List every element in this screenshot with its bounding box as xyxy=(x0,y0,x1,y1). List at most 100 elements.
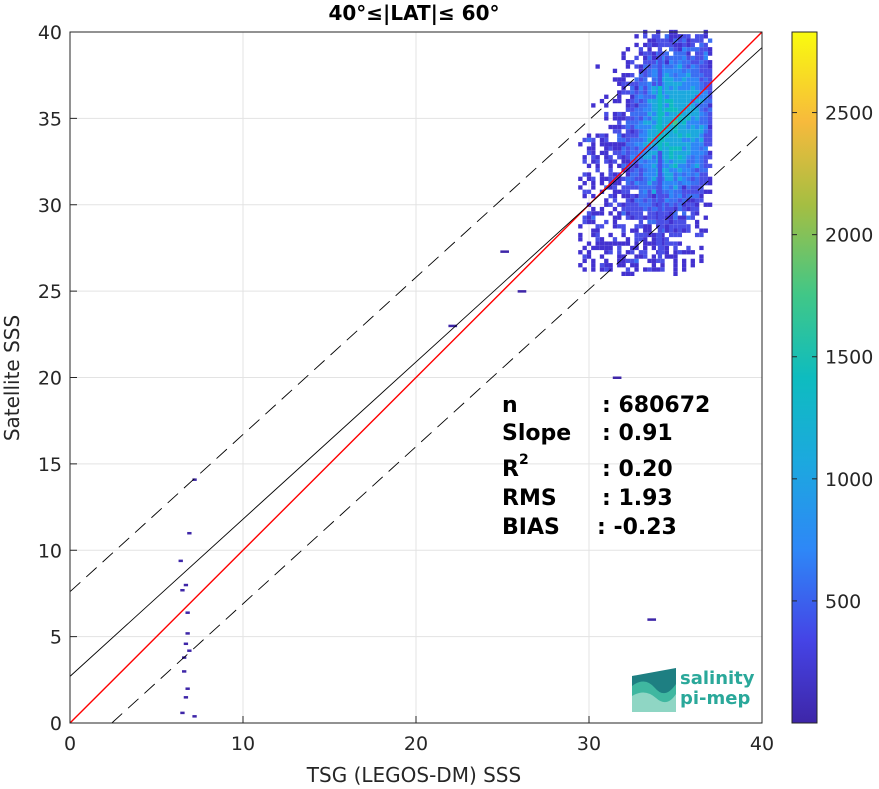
density-cell xyxy=(625,142,631,147)
density-cell xyxy=(643,124,648,130)
density-cell xyxy=(617,137,622,143)
density-cell xyxy=(673,241,678,246)
density-cell xyxy=(617,180,622,186)
density-cell xyxy=(578,232,583,238)
density-cell xyxy=(657,47,663,52)
density-cell xyxy=(651,155,657,160)
density-cell xyxy=(694,155,700,160)
density-cell xyxy=(657,77,663,82)
density-points xyxy=(178,29,713,718)
density-cell xyxy=(673,185,678,190)
density-cell xyxy=(599,241,605,246)
density-cell xyxy=(703,146,708,151)
density-cell xyxy=(647,267,652,272)
density-cell xyxy=(638,159,644,164)
density-cell xyxy=(595,237,600,242)
density-cell xyxy=(694,34,700,39)
density-cell xyxy=(595,241,600,246)
density-cell xyxy=(664,193,670,199)
density-cell xyxy=(681,258,687,264)
density-cell xyxy=(651,237,657,242)
density-cell xyxy=(617,81,622,86)
density-cell xyxy=(669,189,674,194)
density-cell xyxy=(630,133,635,138)
density-cell xyxy=(651,263,657,268)
density-cell xyxy=(586,189,592,194)
density-cell xyxy=(647,73,652,78)
density-cell xyxy=(604,116,609,121)
density-cell xyxy=(634,267,639,272)
density-cell xyxy=(617,150,622,156)
density-cell xyxy=(608,155,613,160)
density-cell xyxy=(617,250,622,255)
density-cell xyxy=(608,185,613,190)
density-cell xyxy=(677,219,682,225)
density-cell xyxy=(657,51,663,56)
density-cell xyxy=(625,73,631,78)
density-cell xyxy=(686,133,691,138)
density-cell xyxy=(630,180,635,186)
density-cell xyxy=(647,42,652,48)
density-cell xyxy=(578,250,583,255)
density-cell xyxy=(634,64,639,69)
density-cell xyxy=(660,193,665,199)
density-cell xyxy=(681,111,687,117)
density-cell xyxy=(664,241,670,246)
density-cell xyxy=(638,94,644,99)
density-cell xyxy=(660,228,665,233)
density-cell xyxy=(673,159,678,164)
density-cell xyxy=(630,258,635,264)
density-cell xyxy=(625,168,631,173)
density-cell xyxy=(625,189,631,194)
stats-block: n : 680672 Slope : 0.91 R2 : 0.20 RMS : … xyxy=(502,393,710,540)
density-cell xyxy=(621,124,626,130)
density-cell xyxy=(651,146,657,151)
density-cell xyxy=(690,73,695,78)
density-cell xyxy=(707,111,713,117)
density-cell xyxy=(621,163,626,169)
density-cell xyxy=(664,98,670,104)
density-cell xyxy=(643,215,648,220)
density-cell xyxy=(612,206,618,212)
density-cell xyxy=(703,42,708,48)
density-cell xyxy=(621,90,626,95)
density-cell xyxy=(686,142,691,147)
density-cell xyxy=(686,189,691,194)
density-cell xyxy=(647,51,652,56)
density-cell xyxy=(677,168,682,173)
density-cell xyxy=(677,47,682,52)
density-cell xyxy=(669,219,674,225)
density-cell xyxy=(677,73,682,78)
density-cell xyxy=(617,189,622,194)
density-cell xyxy=(673,77,678,82)
density-cell xyxy=(621,241,626,246)
density-cell xyxy=(707,64,713,69)
density-cell xyxy=(673,206,678,212)
density-cell xyxy=(651,185,657,190)
density-cell xyxy=(669,60,674,65)
density-cell xyxy=(647,163,652,169)
density-cell xyxy=(664,228,670,233)
density-cell xyxy=(586,172,592,177)
density-cell xyxy=(643,224,648,229)
density-cell xyxy=(699,198,704,203)
density-cell xyxy=(681,133,687,138)
density-cell xyxy=(694,129,700,134)
density-cell xyxy=(699,120,704,125)
density-cell xyxy=(690,55,695,61)
density-cell xyxy=(657,180,663,186)
density-cell xyxy=(591,150,596,156)
density-cell xyxy=(612,215,618,220)
density-cell xyxy=(690,133,695,138)
density-cell xyxy=(582,193,587,199)
density-cell xyxy=(630,146,635,151)
density-cell xyxy=(647,193,652,199)
density-cell xyxy=(664,107,670,112)
density-cell xyxy=(673,55,678,61)
density-cell xyxy=(694,103,700,108)
density-cell xyxy=(612,241,618,246)
density-cell xyxy=(638,51,644,56)
density-cell xyxy=(677,116,682,121)
density-cell xyxy=(638,142,644,147)
density-cell xyxy=(608,142,613,147)
